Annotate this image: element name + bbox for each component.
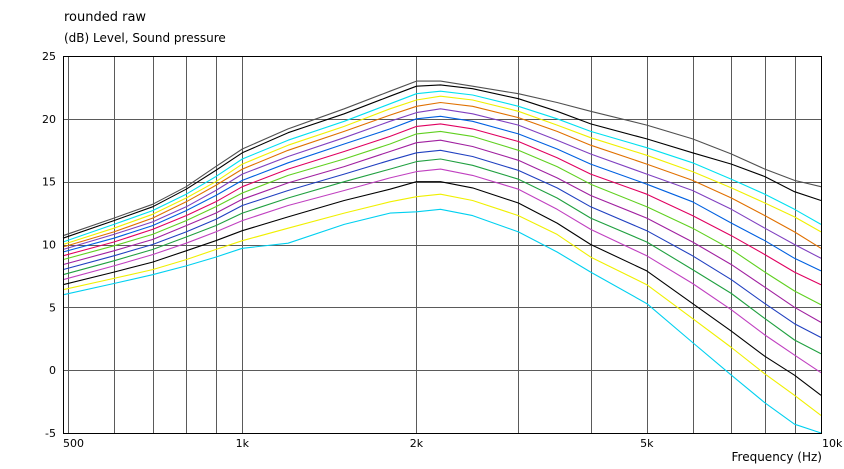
y-tick-label: 25 (42, 50, 56, 63)
y-tick-label: 20 (42, 113, 56, 126)
series-line-12 (62, 158, 822, 355)
x-tick-label: 1k (236, 437, 250, 450)
series-line-7 (62, 115, 822, 272)
series-line-8 (62, 123, 822, 286)
series-line-10 (62, 139, 822, 323)
y-tick-label: 0 (49, 364, 56, 377)
y-tick-label: -5 (45, 427, 56, 440)
series-line-16 (62, 208, 822, 434)
series-line-2 (62, 84, 822, 239)
plot-frame (63, 56, 822, 434)
series-line-5 (62, 101, 822, 249)
series-line-3 (62, 90, 822, 243)
x-axis-label: Frequency (Hz) (731, 450, 823, 464)
y-tick-label: 5 (49, 301, 56, 314)
series-line-14 (62, 181, 822, 396)
series-line-1 (62, 80, 822, 237)
series-line-9 (62, 130, 822, 306)
x-tick-label: 5k (640, 437, 654, 450)
series-line-4 (62, 95, 822, 246)
y-tick-label: 10 (42, 239, 56, 252)
series-line-13 (62, 168, 822, 374)
series-line-11 (62, 149, 822, 338)
plot-area (63, 56, 821, 433)
chart-title: rounded raw (64, 10, 147, 25)
x-tick-label: 500 (63, 437, 84, 450)
x-tick-label: 10k (822, 437, 843, 450)
y-axis-label: (dB) Level, Sound pressure (64, 31, 226, 45)
x-tick-label: 2k (410, 437, 424, 450)
series-line-15 (62, 193, 822, 416)
y-tick-label: 15 (42, 176, 56, 189)
series-line-6 (62, 108, 822, 259)
